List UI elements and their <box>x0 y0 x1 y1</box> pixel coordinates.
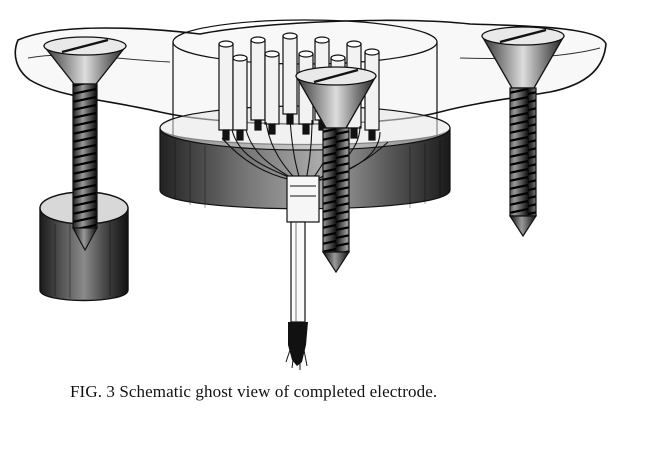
mounting-screw-center <box>295 66 377 274</box>
connector-pin-tip <box>350 127 358 139</box>
connector-pin <box>264 53 280 125</box>
electrode-shaft <box>286 175 320 323</box>
connector-pin <box>250 39 266 121</box>
connector-pin-top <box>282 32 298 40</box>
connector-pin-tip <box>268 123 276 135</box>
connector-pin-top <box>232 54 248 62</box>
connector-pin-tip <box>302 123 310 135</box>
mounting-screw-left <box>43 36 127 252</box>
connector-pin-top <box>346 40 362 48</box>
electrode-wire-tips <box>285 322 308 370</box>
connector-pin-tip <box>222 129 230 141</box>
connector-pin <box>282 35 298 115</box>
connector-pin-tip <box>254 119 262 131</box>
connector-pin-top <box>330 54 346 62</box>
connector-pin-top <box>298 50 314 58</box>
connector-pin-top <box>364 48 380 56</box>
connector-pin-tip <box>368 129 376 141</box>
connector-pin-top <box>250 36 266 44</box>
connector-pin-top <box>218 40 234 48</box>
connector-pin-top <box>264 50 280 58</box>
connector-pin-top <box>314 36 330 44</box>
connector-pin <box>232 57 248 131</box>
connector-pin <box>218 43 234 131</box>
mounting-screw-right <box>481 26 565 238</box>
connector-pin-tip <box>236 129 244 141</box>
figure-caption: FIG. 3 Schematic ghost view of completed… <box>70 382 438 401</box>
